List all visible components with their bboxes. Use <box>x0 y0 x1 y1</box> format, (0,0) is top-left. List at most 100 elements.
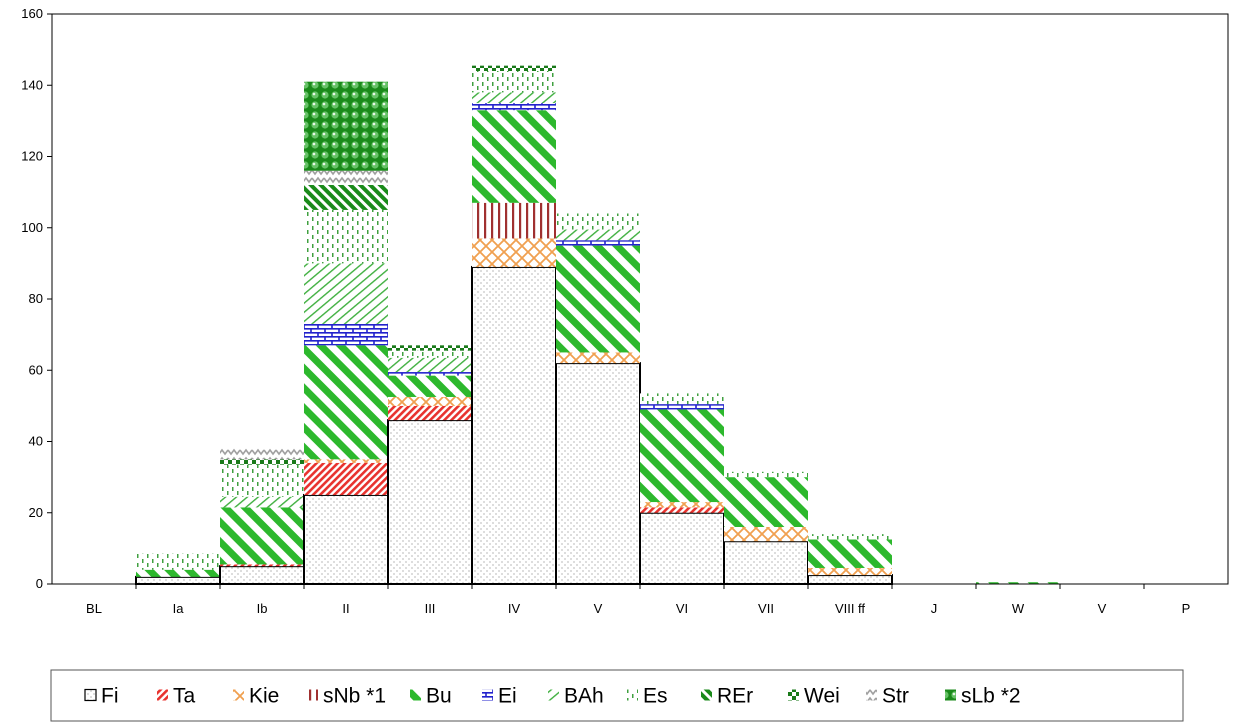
y-tick-label: 160 <box>21 6 43 21</box>
bar-segment-bah <box>220 496 304 508</box>
bar-segment-bah <box>388 357 472 373</box>
x-tick-label: Ia <box>173 601 185 616</box>
bar-segment-bu <box>472 110 556 203</box>
y-tick-label: 100 <box>21 220 43 235</box>
bar-segment-bu <box>388 375 472 397</box>
legend-swatch <box>866 689 877 701</box>
legend-swatch <box>945 689 956 701</box>
bar-segment-bu <box>724 477 808 527</box>
bar-segment-kie <box>304 459 388 463</box>
bar-segment-wei <box>472 65 556 71</box>
legend-label: Kie <box>249 685 279 708</box>
bar-segment-str <box>304 170 388 185</box>
bar-segment-es <box>556 213 640 230</box>
x-tick-label: J <box>931 601 938 616</box>
bar-segment-fi <box>387 419 473 585</box>
bar-segment-bah <box>472 92 556 104</box>
bar-segment-es <box>304 209 388 264</box>
bar-segment-es <box>136 553 220 570</box>
legend-swatch <box>410 689 421 701</box>
bar-segment-ei <box>556 240 640 246</box>
legend-swatch <box>233 689 244 701</box>
legend-swatch <box>157 689 168 701</box>
bar-segment-bu <box>220 507 304 565</box>
bar-segment-kie <box>640 502 724 508</box>
y-tick-label: 80 <box>29 291 43 306</box>
legend-label: Bu <box>426 685 452 708</box>
bar-segment-wei <box>220 459 304 465</box>
bar-segment-fi <box>219 565 305 585</box>
legend-swatch <box>627 689 638 701</box>
bar-segment-kie <box>472 238 556 267</box>
bar-segment-kie <box>388 396 472 406</box>
bar-segment-ei <box>304 323 388 346</box>
x-tick-label: III <box>425 601 436 616</box>
y-tick-label: 20 <box>29 505 43 520</box>
legend-label: Ei <box>498 685 517 708</box>
bar-segment-kie <box>724 527 808 542</box>
bar-segment-kie <box>808 567 892 576</box>
legend-swatch <box>548 689 559 701</box>
x-tick-label: II <box>342 601 349 616</box>
bar-segment-bah <box>304 263 388 324</box>
y-tick-label: 120 <box>21 149 43 164</box>
bar-segment-bu <box>136 569 220 577</box>
bar-segment-bu <box>640 409 724 503</box>
x-tick-label: V <box>594 601 603 616</box>
bar-segment-str <box>220 448 304 460</box>
y-tick-label: 0 <box>36 576 43 591</box>
legend-swatch <box>84 688 97 702</box>
bar-segment-slb-2 <box>304 81 388 171</box>
legend-label: BAh <box>564 685 604 708</box>
x-tick-label: V <box>1098 601 1107 616</box>
legend-label: Es <box>643 685 668 708</box>
bar-segment-fi <box>723 540 809 585</box>
bar-segment-bu <box>304 345 388 460</box>
bar-segment-ei <box>640 404 724 410</box>
x-tick-label: IV <box>508 601 521 616</box>
legend-swatch <box>701 689 712 701</box>
bar-segment-es <box>472 71 556 93</box>
bar-segment-bu <box>556 245 640 353</box>
y-tick-label: 60 <box>29 362 43 377</box>
x-tick-label: BL <box>86 601 102 616</box>
bar-segment-ei <box>472 103 556 111</box>
legend-label: Str <box>882 685 909 708</box>
bar-segment-fi <box>303 493 389 585</box>
legend-label: REr <box>717 685 753 708</box>
bar-segment-fi <box>471 265 557 585</box>
legend-swatch <box>788 689 799 701</box>
bar-segment-fi <box>555 362 641 585</box>
legend-label: Ta <box>173 685 196 708</box>
bar-segment-bah <box>556 229 640 241</box>
bar-segment-es <box>388 350 472 358</box>
bar-segment-fi <box>807 574 893 585</box>
legend-swatch <box>482 689 493 701</box>
x-tick-label: P <box>1182 601 1191 616</box>
bar-segment-ta <box>388 405 472 421</box>
bar-segment-es <box>724 471 808 478</box>
bar-segment-ei <box>388 372 472 376</box>
bar-segment-es <box>808 534 892 540</box>
legend-label: sNb *1 <box>323 685 386 708</box>
legend-swatch <box>307 689 318 701</box>
bar-segment-es <box>640 393 724 405</box>
bar-segment-es <box>220 464 304 497</box>
legend-label: sLb *2 <box>961 685 1021 708</box>
bar-segment-fi <box>135 575 221 585</box>
bar-segment-bu <box>808 539 892 568</box>
x-tick-label: Ib <box>257 601 268 616</box>
bar-segment-wei <box>388 345 472 351</box>
x-tick-label: VII <box>758 601 774 616</box>
bar-segment-snb-1 <box>472 202 556 239</box>
bar-segment-kie <box>556 352 640 364</box>
bar-segment-ta <box>220 564 304 567</box>
y-tick-label: 40 <box>29 434 43 449</box>
bar-segment-rer <box>304 185 388 210</box>
bar-segment-bu <box>976 582 1060 584</box>
x-tick-label: W <box>1012 601 1025 616</box>
legend-label: Wei <box>804 685 840 708</box>
bar-segment-fi <box>639 511 725 585</box>
y-tick-label: 140 <box>21 77 43 92</box>
